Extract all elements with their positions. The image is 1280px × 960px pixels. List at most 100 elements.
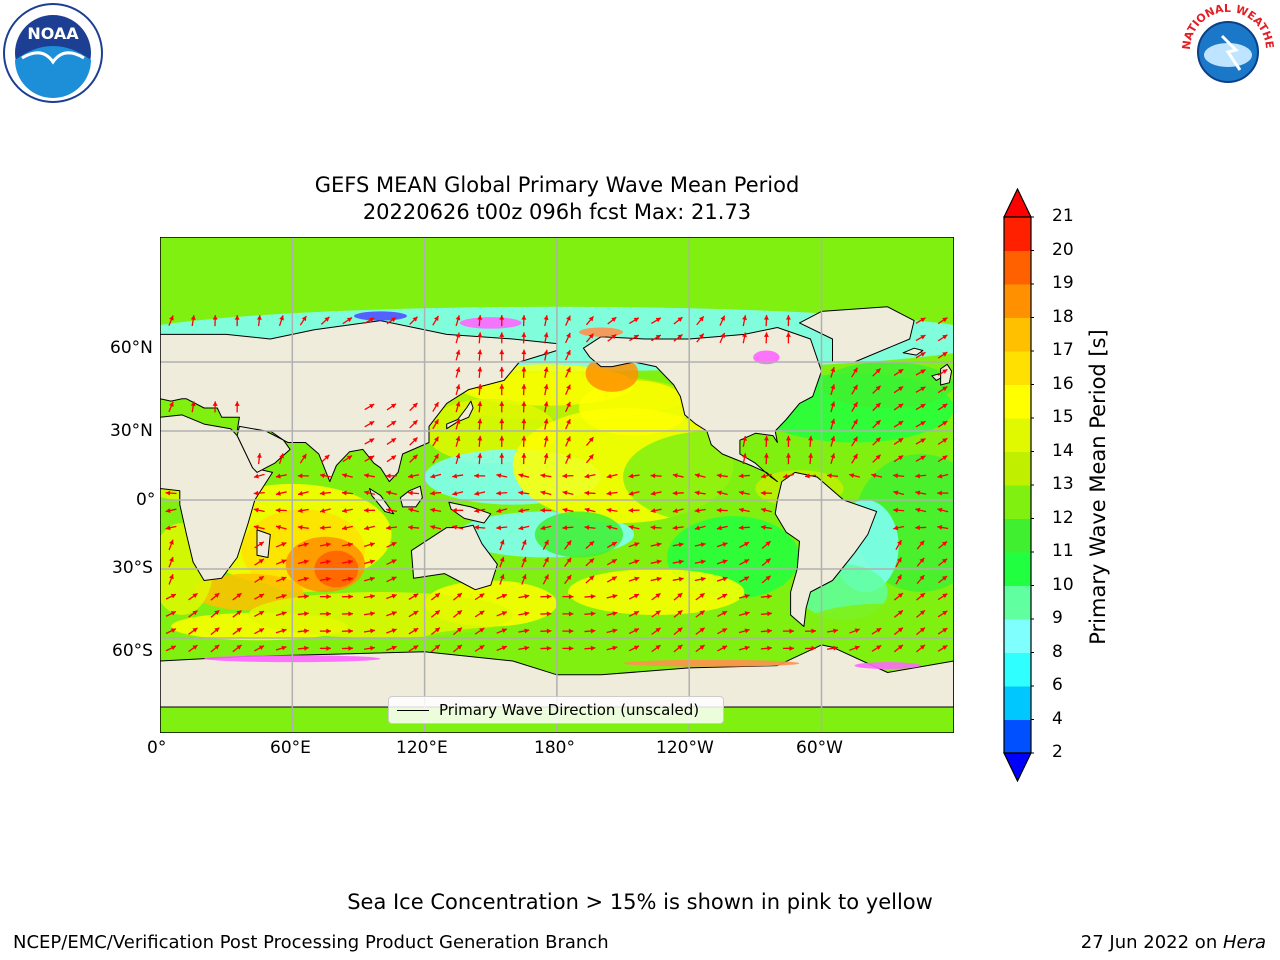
wave-direction-arrow	[386, 559, 397, 566]
wave-direction-arrow	[409, 437, 418, 446]
colorbar-tick-label: 17	[1052, 340, 1074, 360]
wave-direction-arrow	[521, 573, 527, 585]
wave-direction-arrow	[738, 645, 750, 651]
wave-direction-arrow	[937, 403, 948, 411]
wave-direction-arrow	[253, 473, 265, 479]
wave-direction-arrow	[937, 627, 948, 635]
wave-direction-arrow	[738, 507, 750, 513]
wave-direction-arrow	[165, 490, 177, 496]
colorbar-tick-label: 14	[1052, 440, 1074, 461]
wave-direction-arrow	[543, 435, 549, 447]
wave-direction-arrow	[430, 490, 442, 496]
wave-direction-arrow	[673, 333, 683, 342]
land-sumatra	[369, 488, 395, 515]
wave-direction-arrow	[275, 507, 287, 513]
wave-direction-arrow	[297, 628, 309, 634]
wave-direction-arrow	[738, 473, 750, 479]
wave-direction-arrow	[254, 645, 265, 652]
wave-direction-arrow	[543, 332, 549, 344]
wave-direction-arrow	[234, 315, 240, 327]
wave-direction-arrow	[320, 316, 330, 325]
wave-direction-arrow	[760, 525, 772, 530]
wave-direction-arrow	[830, 366, 836, 378]
wave-direction-arrow	[651, 334, 662, 342]
land-borneo	[399, 485, 423, 508]
wave-direction-arrow	[628, 645, 640, 652]
colorbar-segment	[1004, 686, 1031, 720]
wave-direction-arrow	[672, 508, 684, 513]
wave-direction-arrow	[455, 401, 461, 413]
wave-direction-arrow	[761, 558, 771, 567]
wave-direction-arrow	[672, 473, 684, 479]
colorbar-tick-label: 20	[1052, 239, 1074, 260]
wave-direction-arrow	[606, 473, 618, 479]
wave-direction-arrow	[915, 490, 927, 496]
wave-direction-arrow	[543, 384, 549, 396]
wave-direction-arrow	[319, 490, 331, 496]
wave-direction-arrow	[915, 369, 926, 376]
wave-direction-arrow	[297, 508, 309, 513]
wave-direction-arrow	[763, 332, 769, 344]
wave-direction-arrow	[432, 453, 440, 464]
wave-direction-arrow	[521, 453, 527, 465]
wave-direction-arrow	[937, 507, 949, 513]
colorbar-segment	[1004, 518, 1031, 553]
wave-direction-arrow	[565, 418, 571, 430]
wave-direction-arrow	[673, 316, 683, 325]
wave-direction-arrow	[432, 419, 440, 430]
wave-direction-arrow	[893, 454, 904, 463]
wave-direction-arrow	[738, 525, 750, 531]
wave-direction-arrow	[565, 436, 571, 447]
wave-direction-arrow	[606, 628, 618, 634]
wave-direction-arrow	[190, 401, 196, 413]
wave-direction-arrow	[430, 473, 442, 479]
wave-direction-arrow	[937, 490, 949, 496]
wave-direction-arrow	[562, 628, 574, 634]
wave-direction-arrow	[672, 576, 684, 582]
wave-direction-arrow	[628, 542, 640, 548]
wave-direction-arrow	[716, 507, 728, 513]
wave-direction-arrow	[342, 317, 353, 325]
wave-direction-arrow	[893, 385, 904, 394]
wave-direction-arrow	[212, 315, 218, 327]
wave-direction-arrow	[452, 473, 464, 479]
footer-right: 27 Jun 2022 on Hera	[1081, 932, 1266, 953]
wave-direction-arrow	[499, 573, 505, 585]
wave-direction-arrow	[386, 403, 397, 411]
wave-direction-arrow	[763, 315, 769, 327]
wave-direction-arrow	[477, 401, 483, 413]
colorbar-tick-label: 19	[1052, 273, 1074, 293]
wave-direction-arrow	[716, 576, 728, 582]
wave-direction-arrow	[893, 473, 905, 479]
wave-direction-arrow	[761, 575, 771, 584]
wave-direction-arrow	[915, 403, 926, 411]
wave-direction-arrow	[584, 611, 596, 617]
wave-direction-arrow	[719, 332, 726, 344]
wave-direction-arrow	[168, 556, 174, 568]
wave-direction-arrow	[937, 455, 948, 463]
wave-direction-arrow	[717, 593, 728, 600]
wave-direction-arrow	[543, 349, 549, 361]
wave-direction-arrow	[937, 473, 949, 479]
wave-direction-arrow	[872, 419, 882, 429]
wave-direction-arrow	[785, 435, 791, 447]
colorbar-segment	[1004, 485, 1031, 519]
colorbar-segment	[1004, 217, 1031, 251]
wave-direction-arrow	[606, 490, 618, 496]
wave-direction-arrow	[430, 592, 441, 601]
wave-direction-arrow	[408, 525, 420, 530]
sea-ice-weddell	[854, 662, 921, 670]
wave-direction-arrow	[651, 317, 662, 324]
wave-direction-arrow	[606, 611, 618, 616]
wave-direction-arrow	[916, 574, 925, 584]
wave-direction-arrow	[585, 315, 594, 326]
wave-direction-arrow	[849, 645, 860, 651]
wave-direction-arrow	[717, 610, 728, 618]
wave-direction-arrow	[499, 453, 505, 465]
legend-label: Primary Wave Direction (unscaled)	[439, 701, 700, 719]
wave-direction-arrow	[521, 332, 527, 344]
wave-direction-arrow	[364, 403, 375, 411]
wave-direction-arrow	[319, 542, 331, 548]
wave-direction-arrow	[363, 593, 376, 599]
wave-direction-arrow	[606, 645, 618, 651]
